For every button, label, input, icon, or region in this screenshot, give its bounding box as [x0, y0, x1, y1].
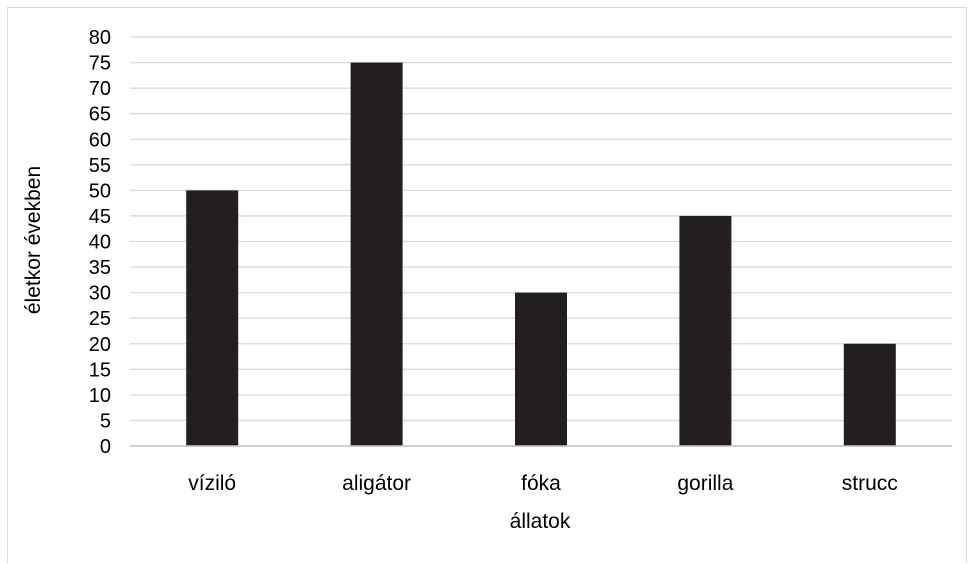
- y-tick-label: 35: [89, 257, 111, 279]
- y-tick-label: 0: [100, 436, 111, 458]
- y-tick-labels: 0 5 10 15 20 25 30 35 40 45 50 55 60 65 70 75 80: [89, 27, 111, 458]
- y-tick-label: 5: [100, 410, 111, 432]
- x-tick-label: gorilla: [677, 472, 733, 495]
- y-tick-label: 60: [89, 129, 111, 151]
- bar-2: [515, 292, 567, 446]
- bar-3: [679, 215, 732, 446]
- y-tick-label: 80: [89, 27, 111, 49]
- bar-4: [843, 343, 896, 446]
- y-tick-label: 25: [89, 308, 111, 330]
- chart-frame: [7, 7, 967, 563]
- x-tick-label: fóka: [521, 472, 561, 495]
- y-tick-label: 45: [89, 206, 111, 228]
- y-tick-label: 20: [89, 334, 111, 356]
- x-axis-title: állatok: [510, 510, 571, 533]
- y-tick-label: 65: [89, 104, 111, 126]
- x-tick-labels: víziló aligátor fóka gorilla strucc: [188, 472, 898, 495]
- y-tick-label: 75: [89, 53, 111, 75]
- y-tick-label: 50: [89, 180, 111, 202]
- x-tick-label: víziló: [188, 472, 236, 495]
- x-tick-label: strucc: [842, 472, 898, 495]
- x-tick-label: aligátor: [342, 472, 411, 495]
- y-tick-label: 30: [89, 283, 111, 305]
- y-axis-title: életkor években: [22, 166, 45, 314]
- bar-0: [186, 190, 239, 446]
- y-tick-label: 10: [89, 385, 111, 407]
- bars: [186, 62, 896, 446]
- y-tick-label: 55: [89, 155, 111, 177]
- y-tick-label: 40: [89, 232, 111, 254]
- bar-1: [350, 62, 403, 446]
- y-tick-label: 15: [89, 359, 111, 381]
- y-tick-label: 70: [89, 78, 111, 100]
